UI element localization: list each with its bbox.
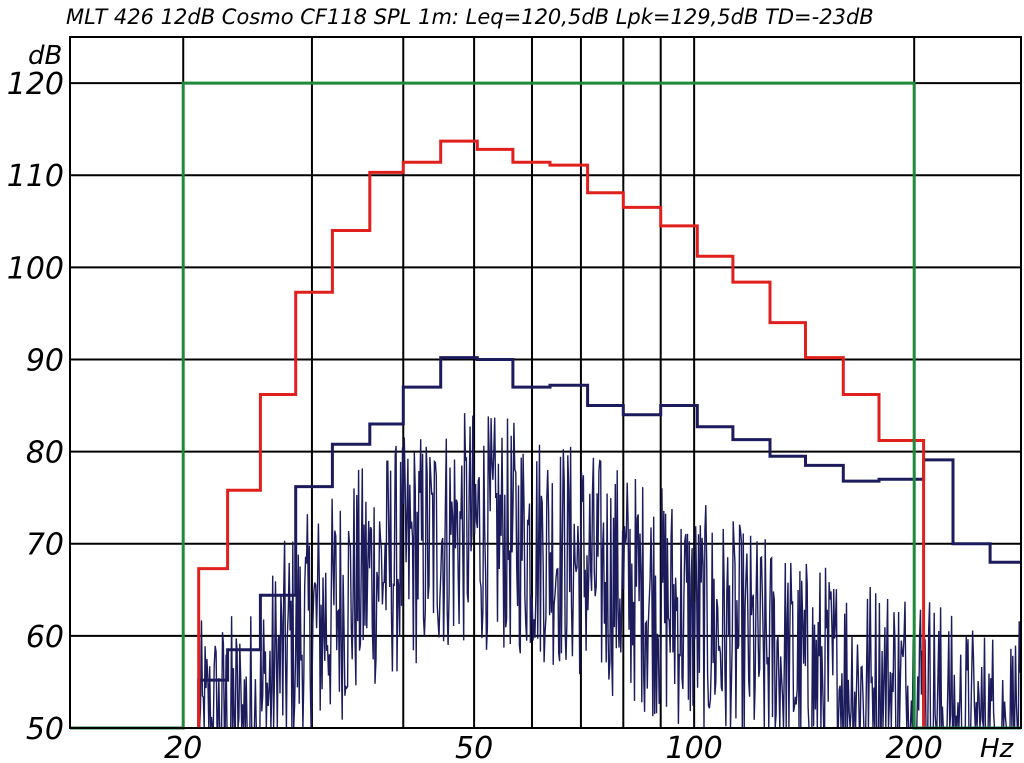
third-octave-step-line <box>197 356 1021 728</box>
x-axis-unit: Hz <box>980 734 1015 763</box>
x-tick-label: 20 <box>164 731 202 763</box>
y-tick-label: 80 <box>26 436 64 471</box>
plot-frame <box>69 36 1022 729</box>
series-group <box>70 81 1022 730</box>
x-tick-label: 100 <box>666 731 723 763</box>
y-tick-labels: 50 60 70 80 90 100 110 120 <box>7 67 64 747</box>
y-tick-label: 60 <box>26 620 64 655</box>
chart-title: MLT 426 12dB Cosmo CF118 SPL 1m: Leq=120… <box>66 5 874 29</box>
x-tick-label: 50 <box>455 731 493 763</box>
y-tick-label: 90 <box>26 343 64 378</box>
y-tick-label: 50 <box>26 712 64 747</box>
y-tick-label: 70 <box>26 528 64 563</box>
narrowband-spectrum-line <box>198 413 1022 729</box>
x-tick-labels: 20 50 100 200 <box>164 731 943 763</box>
y-tick-label: 100 <box>7 251 64 286</box>
x-tick-label: 200 <box>886 731 943 763</box>
y-axis-unit: dB <box>28 41 62 71</box>
y-tick-label: 110 <box>7 159 64 194</box>
third-octave-step-line <box>197 139 926 728</box>
y-tick-label: 120 <box>7 67 64 102</box>
